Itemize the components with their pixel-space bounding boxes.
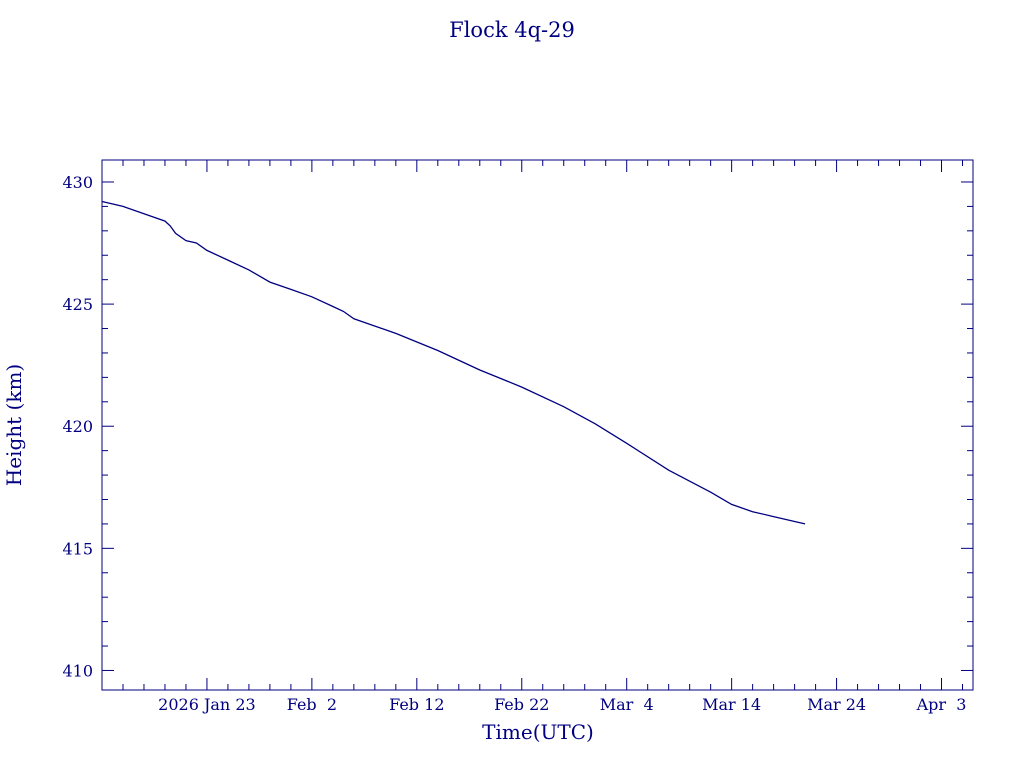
height-series-line — [101, 200, 806, 525]
y-tick-label: 415 — [62, 539, 93, 558]
x-tick-label: Mar 14 — [702, 695, 761, 714]
x-tick-label: Feb 22 — [494, 695, 549, 714]
y-tick-label: 420 — [62, 417, 93, 436]
x-tick-label: Feb 2 — [287, 695, 337, 714]
x-axis-ticks: 2026 Jan 23 Feb 2 Feb 12 Feb 22 Mar 4 Mar 14 M… — [101, 160, 967, 714]
x-tick-label: Mar 24 — [807, 695, 866, 714]
x-tick-label: Apr 3 — [916, 695, 967, 714]
plot-frame — [101, 159, 974, 691]
y-tick-label: 410 — [62, 661, 93, 680]
x-axis-title: Time(UTC) — [482, 720, 594, 744]
x-tick-label: 2026 Jan 23 — [158, 695, 256, 714]
y-tick-label: 430 — [62, 173, 93, 192]
y-axis-title: Height (km) — [2, 364, 26, 486]
chart-title: Flock 4q-29 — [449, 18, 575, 42]
y-tick-label: 425 — [62, 295, 93, 314]
x-tick-label: Mar 4 — [600, 695, 654, 714]
y-axis-ticks: 410 415 420 425 430 — [62, 173, 973, 680]
x-tick-label: Feb 12 — [389, 695, 444, 714]
